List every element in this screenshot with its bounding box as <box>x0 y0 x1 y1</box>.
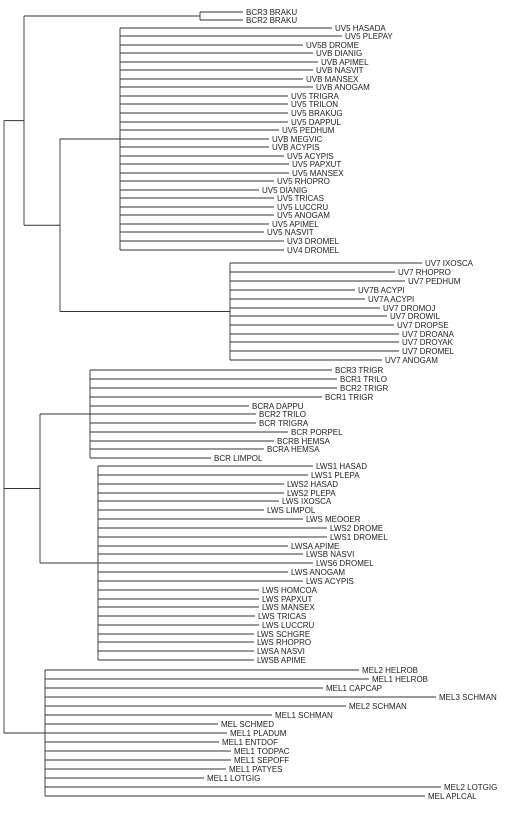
leaf-label-lws-tricas: LWS TRICAS <box>258 612 306 621</box>
leaf-label-lwsa-nasvi: LWSA NASVI <box>257 647 305 656</box>
leaf-label-mel2-helrob: MEL2 HELROB <box>362 666 418 675</box>
leaf-label-lwsb-nasvi: LWSB NASVI <box>306 550 354 559</box>
leaf-label-uv7-drowil: UV7 DROWIL <box>390 312 440 321</box>
leaf-label-lws-homcoa: LWS HOMCOA <box>262 586 318 595</box>
leaf-label-bcr1-trilo: BCR1 TRILO <box>340 375 387 384</box>
leaf-label-uv5-anogam: UV5 ANOGAM <box>277 211 330 220</box>
leaf-label-uv3-dromel: UV3 DROMEL <box>287 237 340 246</box>
leaf-label-uv5-apimel: UV5 APIMEL <box>272 220 319 229</box>
leaf-label-bcr2-trigr: BCR2 TRIGR <box>340 384 389 393</box>
leaf-label-uv7-dropse: UV7 DROPSE <box>397 321 449 330</box>
leaf-label-mel1-todpac: MEL1 TODPAC <box>234 747 290 756</box>
leaf-label-lws2-plepa: LWS2 PLEPA <box>287 489 336 498</box>
leaf-label-uv5-trilon: UV5 TRILON <box>291 100 338 109</box>
leaf-label-uv7-dromoj: UV7 DROMOJ <box>383 304 435 313</box>
leaf-label-uvb-megvic: UVB MEGVIC <box>272 135 322 144</box>
leaf-label-lws-papxut: LWS PAPXUT <box>262 595 312 604</box>
leaf-label-uvb-dianig: UVB DIANIG <box>316 49 362 58</box>
leaf-label-bcra-dappu: BCRA DAPPU <box>252 402 304 411</box>
tree-branches <box>3 11 441 797</box>
leaf-label-uv5-trigra: UV5 TRIGRA <box>291 92 340 101</box>
leaf-label-bcr-limpol: BCR LIMPOL <box>214 454 263 463</box>
leaf-label-bcra-hemsa: BCRA HEMSA <box>267 445 320 454</box>
leaf-label-uv5-brakug: UV5 BRAKUG <box>291 109 343 118</box>
leaf-label-lws-acypis: LWS ACYPIS <box>306 577 354 586</box>
leaf-label-uv7-dromel: UV7 DROMEL <box>402 347 455 356</box>
leaf-label-uv7-droana: UV7 DROANA <box>402 330 455 339</box>
leaf-label-lws-anogam: LWS ANOGAM <box>291 568 345 577</box>
leaf-label-bcr-trigra: BCR TRIGRA <box>259 419 309 428</box>
leaf-label-uv5-papxut: UV5 PAPXUT <box>292 160 341 169</box>
leaf-label-uv5-plepay: UV5 PLEPAY <box>345 32 393 41</box>
leaf-label-mel1-pladum: MEL1 PLADUM <box>230 729 287 738</box>
leaf-label-lwsb-apime: LWSB APIME <box>257 656 306 665</box>
leaf-label-uv5b-drome: UV5B DROME <box>306 41 359 50</box>
leaf-label-uv5-dianig: UV5 DIANIG <box>262 186 307 195</box>
leaf-label-mel2-schman: MEL2 SCHMAN <box>349 702 407 711</box>
leaf-label-mel1-sepoff: MEL1 SEPOFF <box>234 756 289 765</box>
leaf-label-mel-aplcal: MEL APLCAL <box>428 792 477 801</box>
leaf-label-bcr2-trilo: BCR2 TRILO <box>259 410 306 419</box>
leaf-label-uv7b-acypi: UV7B ACYPI <box>358 286 405 295</box>
leaf-label-uv5-luccru: UV5 LUCCRU <box>277 203 328 212</box>
leaf-label-uvb-nasvit: UVB NASVIT <box>316 66 364 75</box>
leaf-label-lws6-dromel: LWS6 DROMEL <box>316 559 374 568</box>
leaf-label-bcr3-trigr: BCR3 TRIGR <box>335 366 384 375</box>
leaf-label-uvb-apimel: UVB APIMEL <box>321 58 369 67</box>
leaf-label-uvb-mansex: UVB MANSEX <box>306 75 359 84</box>
leaf-label-mel1-lotgig: MEL1 LOTGIG <box>207 774 260 783</box>
leaf-label-uv5-hasada: UV5 HASADA <box>335 24 386 33</box>
leaf-label-bcr2-braku: BCR2 BRAKU <box>246 16 297 25</box>
leaf-label-uv7a-acypi: UV7A ACYPI <box>368 295 414 304</box>
leaf-label-uv5-pedhum: UV5 PEDHUM <box>282 126 335 135</box>
leaf-label-uv5-acypis: UV5 ACYPIS <box>287 152 334 161</box>
leaf-label-uv7-anogam: UV7 ANOGAM <box>385 356 438 365</box>
leaf-label-uv5-nasvit: UV5 NASVIT <box>267 228 314 237</box>
leaf-label-uv5-rhopro: UV5 RHOPRO <box>277 177 330 186</box>
leaf-label-lws1-hasad: LWS1 HASAD <box>316 462 367 471</box>
leaf-label-mel3-schman: MEL3 SCHMAN <box>439 693 497 702</box>
leaf-label-mel1-helrob: MEL1 HELROB <box>372 675 428 684</box>
leaf-label-lwsa-apime: LWSA APIME <box>291 542 339 551</box>
leaf-label-uv7-ixosca: UV7 IXOSCA <box>425 259 474 268</box>
leaf-label-lws1-dromel: LWS1 DROMEL <box>330 533 388 542</box>
leaf-label-bcr-porpel: BCR PORPEL <box>291 428 343 437</box>
leaf-label-uv5-dappul: UV5 DAPPUL <box>291 118 341 127</box>
leaf-label-lws1-plepa: LWS1 PLEPA <box>311 471 360 480</box>
leaf-label-bcrb-hemsa: BCRB HEMSA <box>277 437 331 446</box>
leaf-label-uv5-mansex: UV5 MANSEX <box>292 169 344 178</box>
leaf-label-lws-rhopro: LWS RHOPRO <box>257 638 311 647</box>
leaf-label-uv4-dromel: UV4 DROMEL <box>287 246 340 255</box>
leaf-label-uv7-rhopro: UV7 RHOPRO <box>398 268 451 277</box>
leaf-label-mel-schmed: MEL SCHMED <box>221 720 274 729</box>
leaf-label-lws-luccru: LWS LUCCRU <box>262 621 315 630</box>
leaf-label-uvb-acypis: UVB ACYPIS <box>272 143 320 152</box>
leaf-label-uv7-droyak: UV7 DROYAK <box>402 338 454 347</box>
leaf-label-lws-mansex: LWS MANSEX <box>262 603 315 612</box>
leaf-label-lws2-drome: LWS2 DROME <box>330 524 383 533</box>
leaf-label-lws-meooer: LWS MEOOER <box>306 515 361 524</box>
leaf-label-lws2-hasad: LWS2 HASAD <box>287 480 338 489</box>
leaf-label-lws-limpol: LWS LIMPOL <box>267 506 316 515</box>
leaf-label-lws-schgre: LWS SCHGRE <box>257 630 310 639</box>
leaf-label-bcr1-trigr: BCR1 TRIGR <box>325 393 374 402</box>
leaf-label-mel1-schman: MEL1 SCHMAN <box>275 711 333 720</box>
leaf-label-mel1-patyes: MEL1 PATYES <box>229 765 283 774</box>
leaf-label-uvb-anogam: UVB ANOGAM <box>316 83 370 92</box>
leaf-label-mel1-entdof: MEL1 ENTDOF <box>222 738 278 747</box>
leaf-label-uv5-tricas: UV5 TRICAS <box>277 194 324 203</box>
leaf-label-mel1-capcap: MEL1 CAPCAP <box>326 684 382 693</box>
leaf-label-lws-ixosca: LWS IXOSCA <box>282 497 332 506</box>
leaf-label-uv7-pedhum: UV7 PEDHUM <box>408 277 461 286</box>
leaf-label-bcr3-braku: BCR3 BRAKU <box>246 8 297 17</box>
leaf-label-mel2-lotgig: MEL2 LOTGIG <box>444 783 497 792</box>
